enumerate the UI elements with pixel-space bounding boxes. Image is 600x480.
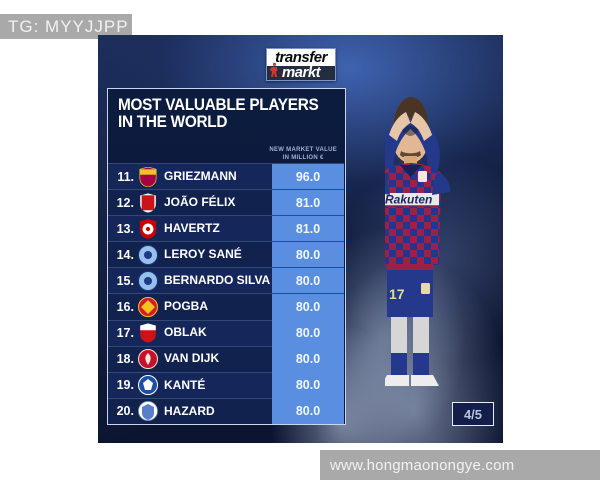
- svg-text:Rakuten: Rakuten: [385, 193, 432, 207]
- svg-text:17: 17: [389, 286, 405, 302]
